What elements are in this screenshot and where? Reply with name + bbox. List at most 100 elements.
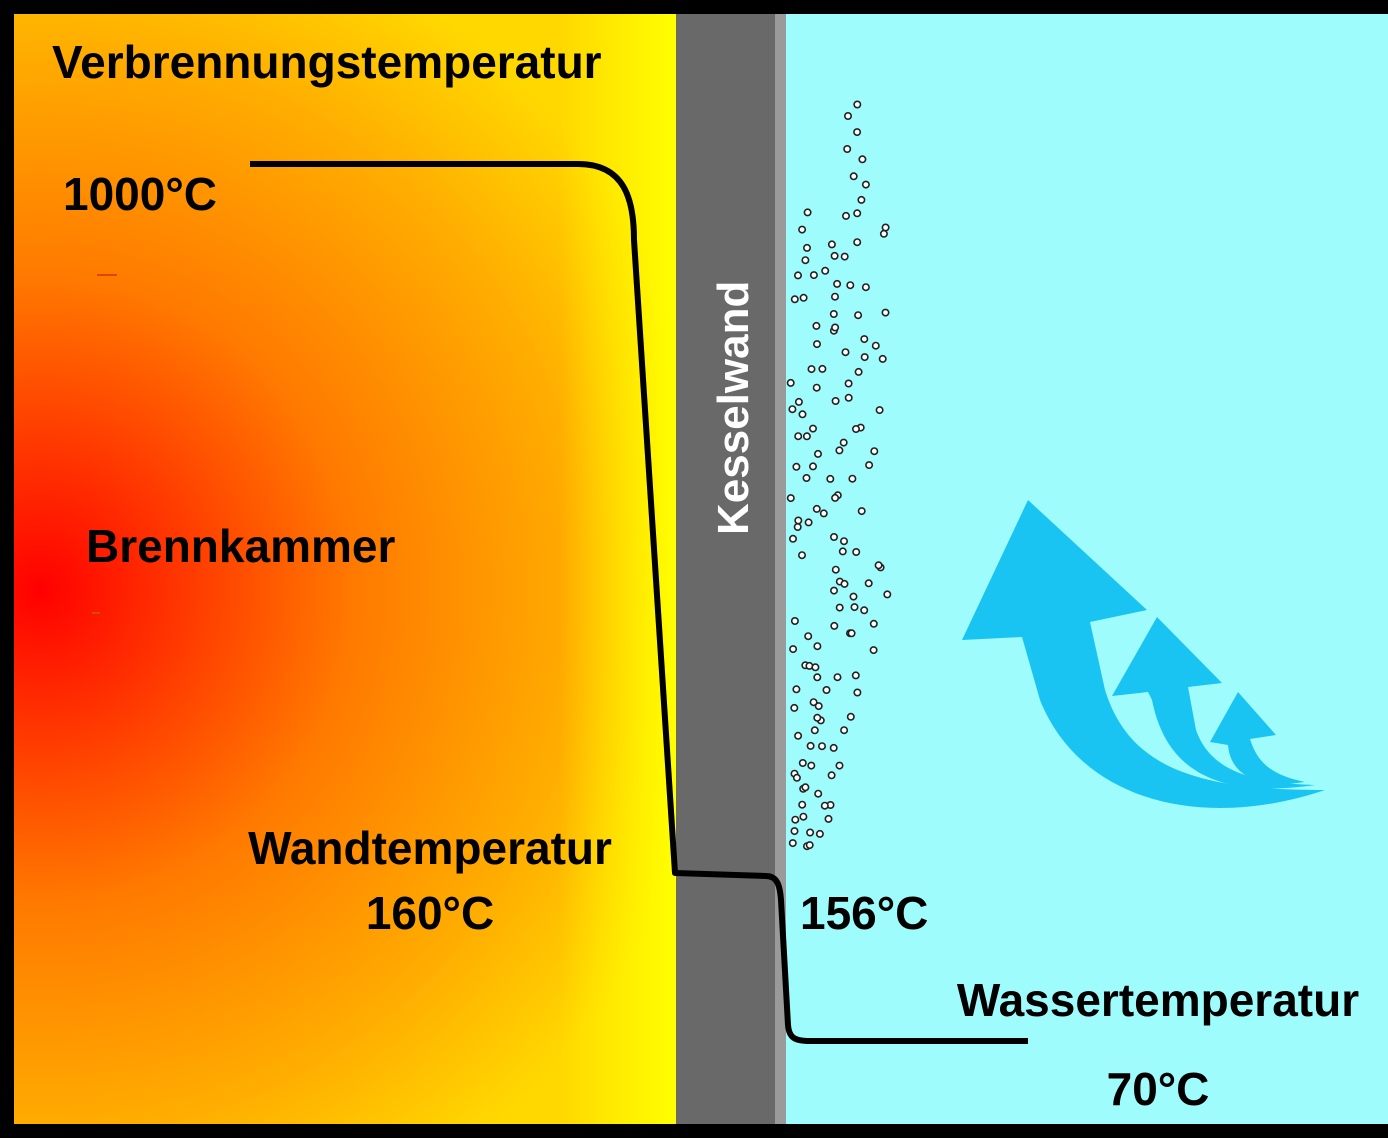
- bubble: [818, 364, 827, 373]
- large-arrow: [962, 500, 1325, 809]
- bubble: [809, 271, 818, 280]
- bubble: [881, 308, 890, 317]
- bubble: [829, 532, 838, 541]
- bubble: [857, 195, 866, 204]
- bubble: [811, 663, 820, 672]
- bubble: [860, 353, 869, 362]
- bubble: [830, 251, 839, 260]
- bubble: [883, 590, 892, 599]
- bubble: [799, 293, 808, 302]
- bubble: [812, 340, 821, 349]
- bubble: [849, 592, 858, 601]
- bubble: [854, 367, 863, 376]
- bubble: [830, 292, 839, 301]
- bubble: [831, 565, 840, 574]
- bubble: [786, 378, 795, 387]
- bubble: [790, 703, 799, 712]
- bubble: [824, 814, 833, 823]
- bubble: [813, 673, 822, 682]
- bubble: [813, 713, 822, 722]
- bubble: [799, 812, 808, 821]
- bubble: [830, 621, 839, 630]
- bubble: [808, 462, 817, 471]
- bubble: [852, 547, 861, 556]
- bubble: [812, 383, 821, 392]
- combustion-temperature-value: 1000°C: [63, 168, 217, 220]
- bubble: [812, 321, 821, 330]
- bubble: [794, 397, 803, 406]
- bubble: [812, 504, 821, 513]
- wall-temperature-value: 160°C: [366, 887, 494, 939]
- bubble: [839, 537, 848, 546]
- bubble: [846, 281, 855, 290]
- heat-flow-arrows: [962, 500, 1325, 809]
- bubble: [829, 586, 838, 595]
- bubble: [788, 839, 797, 848]
- bubble: [854, 311, 863, 320]
- bubble: [794, 731, 803, 740]
- bubble: [804, 632, 813, 641]
- bubble: [835, 603, 844, 612]
- bubble: [790, 295, 799, 304]
- bubble: [826, 474, 835, 483]
- bubble: [798, 225, 807, 234]
- bubble: [806, 741, 815, 750]
- bubble: [788, 405, 797, 414]
- wall-water-side-temperature: 156°C: [800, 887, 928, 939]
- medium-arrow: [1112, 617, 1315, 789]
- bubble: [838, 547, 847, 556]
- bubble: [829, 309, 838, 318]
- bubble: [853, 209, 862, 218]
- chamber-label: Brennkammer: [86, 520, 395, 572]
- bubble: [792, 685, 801, 694]
- bubble: [805, 841, 814, 850]
- bubble: [797, 551, 806, 560]
- bubble: [875, 406, 884, 415]
- bubble: [801, 256, 810, 265]
- bubble: [844, 379, 853, 388]
- bubble: [860, 606, 869, 615]
- bubble: [833, 279, 842, 288]
- bubble: [808, 424, 817, 433]
- bubble: [803, 208, 812, 217]
- bubble: [847, 629, 856, 638]
- bubble: [792, 773, 801, 782]
- bubble: [815, 829, 824, 838]
- bubble: [874, 561, 883, 570]
- water-temperature-value: 70°C: [1107, 1063, 1210, 1115]
- bubble: [798, 758, 807, 767]
- bubble: [846, 712, 855, 721]
- bubble: [869, 619, 878, 628]
- bubble: [853, 238, 862, 247]
- small-arrow: [1210, 692, 1305, 784]
- bubble: [789, 645, 798, 654]
- bubble: [864, 579, 873, 588]
- bubble: [813, 449, 822, 458]
- bubble: [831, 323, 840, 332]
- bubble: [841, 211, 850, 220]
- bubble: [802, 432, 811, 441]
- bubble: [814, 789, 823, 798]
- temperature-profile-line: [250, 161, 1028, 1044]
- bubble: [848, 474, 857, 483]
- bubble: [850, 603, 859, 612]
- bubble: [793, 271, 802, 280]
- bubble: [840, 726, 849, 735]
- bubble: [853, 100, 862, 109]
- bubble: [819, 509, 828, 518]
- bubble: [822, 685, 831, 694]
- bubble: [849, 172, 858, 181]
- bubble: [788, 534, 797, 543]
- bubble: [879, 229, 888, 238]
- bubble: [829, 743, 838, 752]
- bubble: [806, 828, 815, 837]
- bubble: [835, 761, 844, 770]
- steam-bubbles: [786, 100, 892, 851]
- bubble: [881, 223, 890, 232]
- bubble: [804, 518, 813, 527]
- bubble: [813, 642, 822, 651]
- bubble: [831, 396, 840, 405]
- bubble: [814, 702, 823, 711]
- bubble: [861, 180, 870, 189]
